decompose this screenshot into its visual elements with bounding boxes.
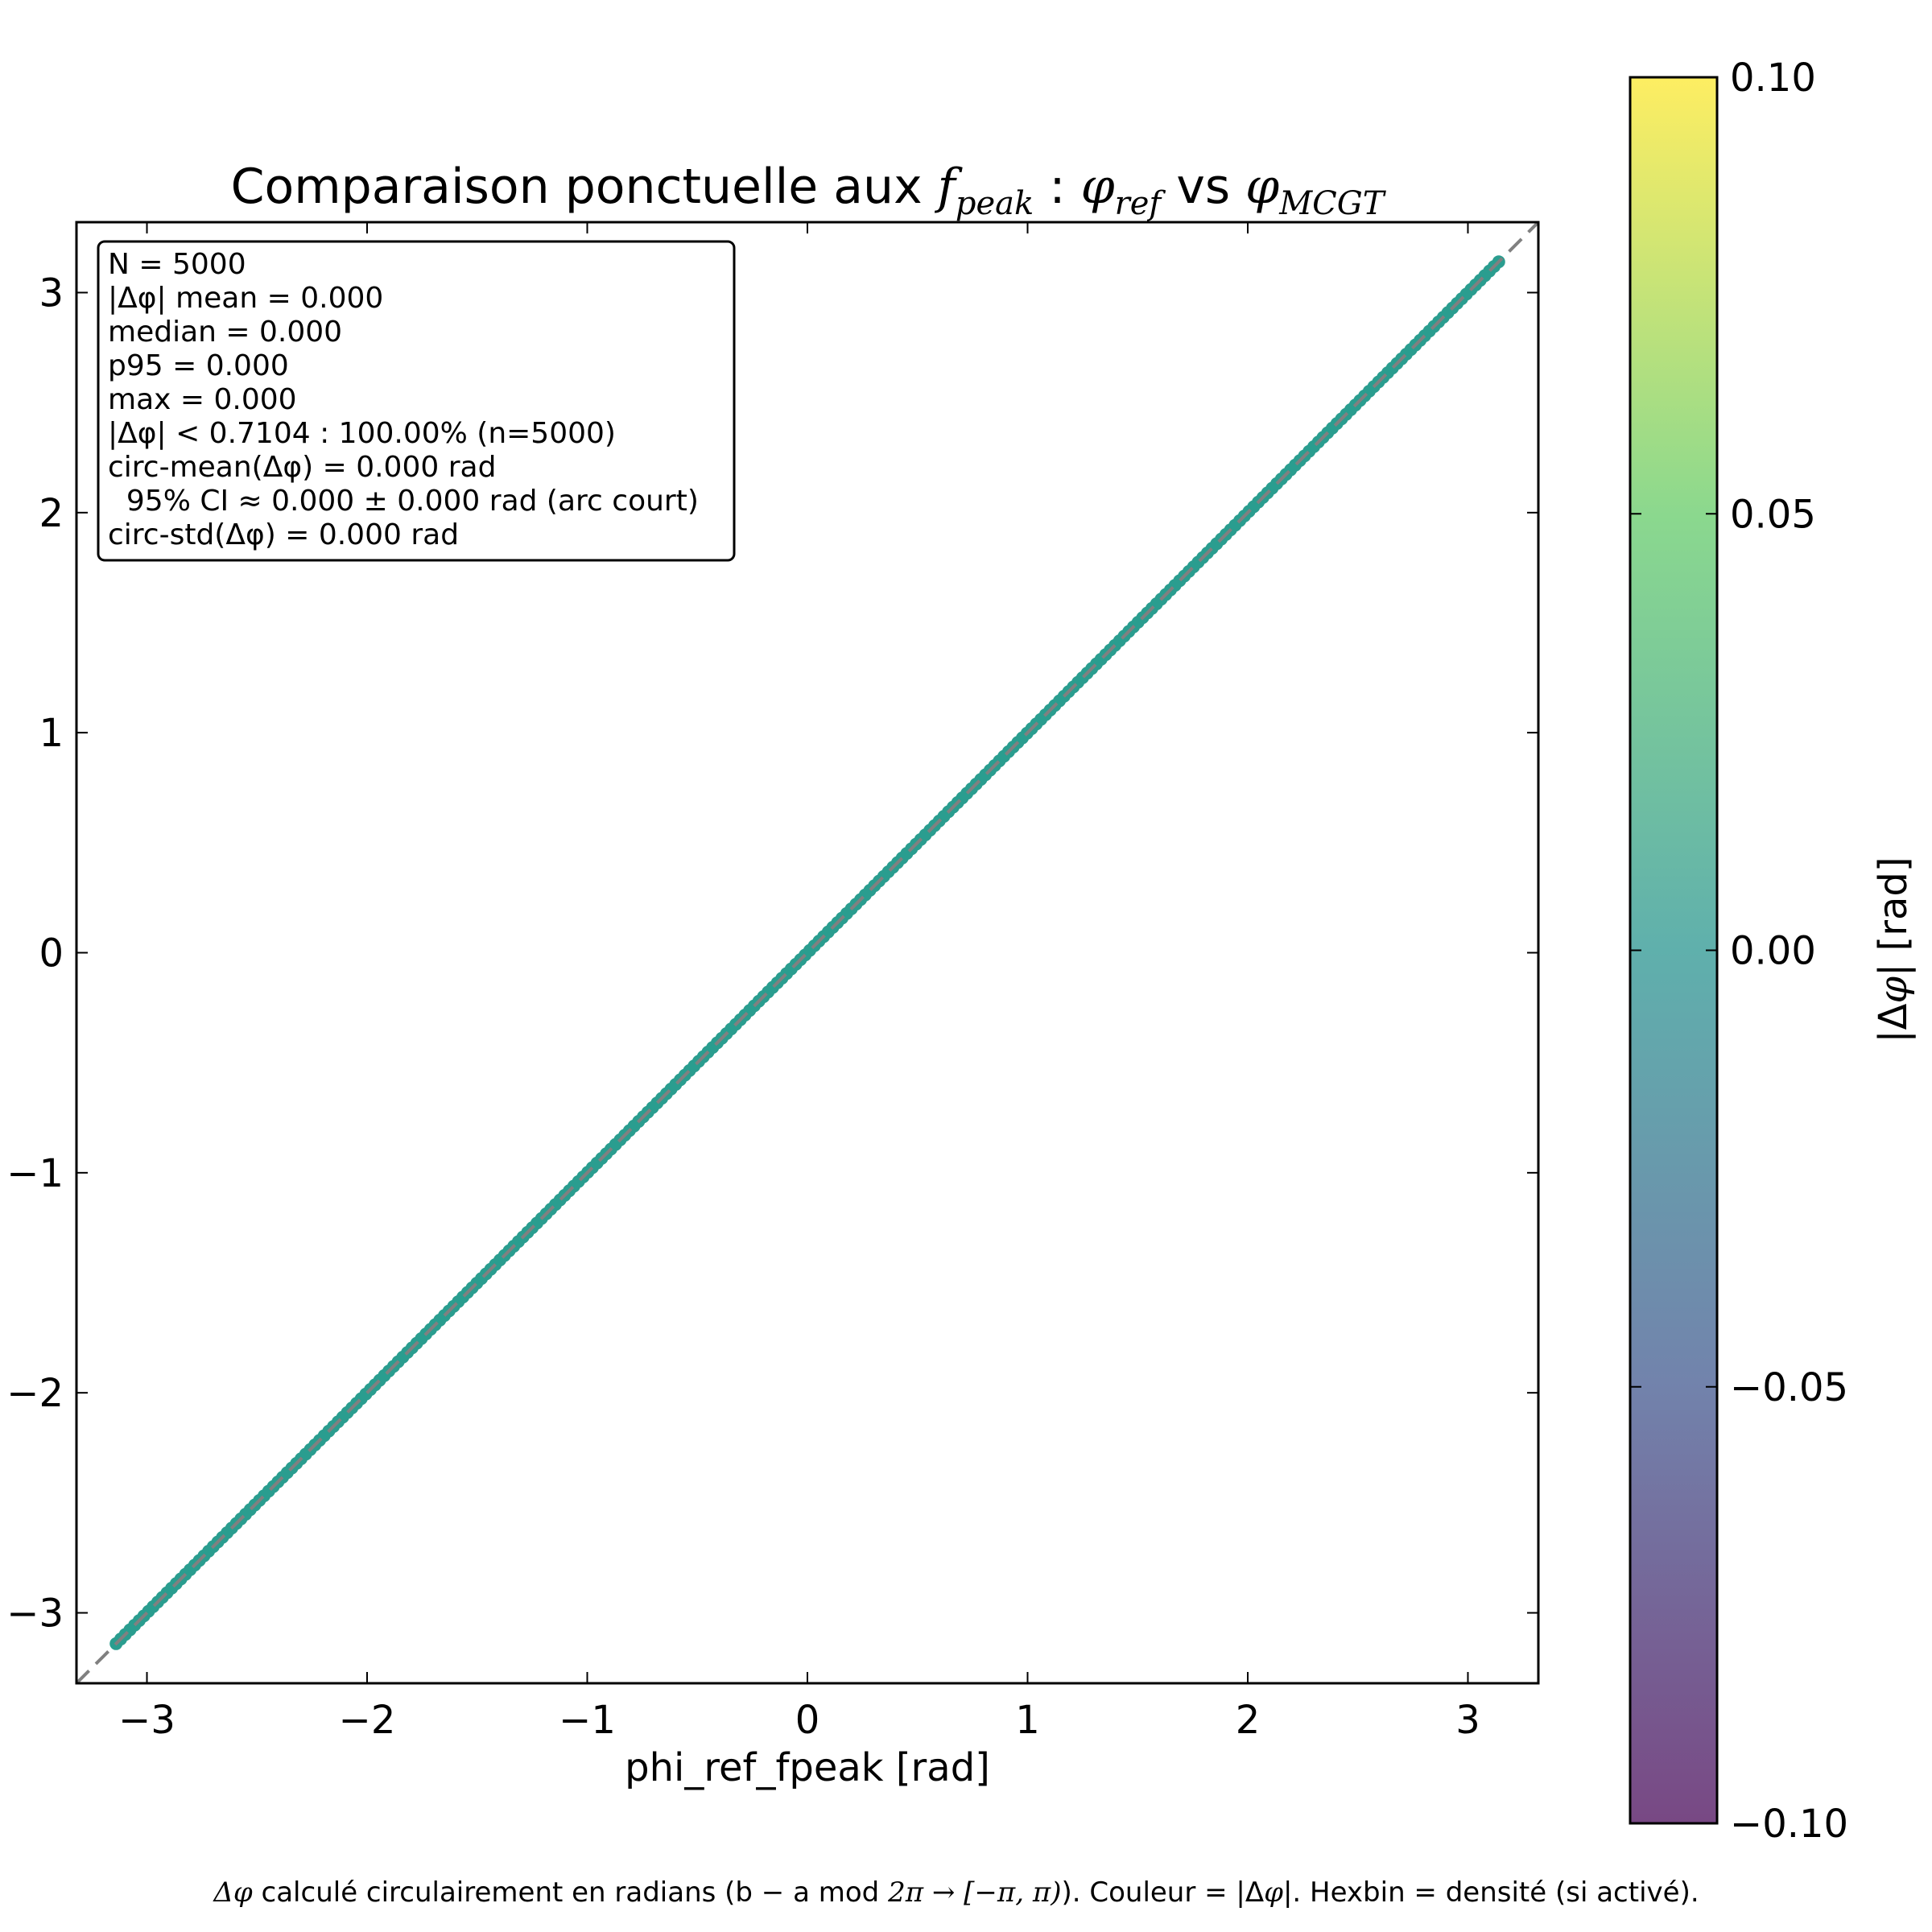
footnote: Δφ calculé circulairement en radians (b … — [212, 1876, 1699, 1909]
colorbar-tick-label: −0.10 — [1730, 1802, 1848, 1847]
stats-line: max = 0.000 — [108, 383, 297, 416]
y-tick-label: 0 — [39, 931, 64, 976]
y-tick-label: −1 — [6, 1151, 64, 1196]
reference-line — [76, 222, 1538, 1683]
x-tick-label: 1 — [1015, 1698, 1040, 1743]
stats-line: circ-std(Δφ) = 0.000 rad — [108, 518, 459, 551]
x-tick-label: −2 — [339, 1698, 396, 1743]
stats-line: N = 5000 — [108, 248, 246, 281]
stats-line: median = 0.000 — [108, 316, 342, 349]
colorbar-tick-label: 0.00 — [1730, 929, 1816, 974]
stats-line: |Δφ| mean = 0.000 — [108, 282, 383, 315]
x-tick-label: 3 — [1455, 1698, 1480, 1743]
x-tick-label: 0 — [795, 1698, 820, 1743]
y-tick-label: −3 — [6, 1591, 64, 1637]
colorbar-tick-label: 0.10 — [1730, 56, 1816, 101]
stats-line: circ-mean(Δφ) = 0.000 rad — [108, 451, 496, 484]
colorbar: 0.10 0.05 0.00 −0.05 −0.10 |Δφ| [rad] — [1629, 56, 1916, 1847]
stats-line: |Δφ| < 0.7104 : 100.00% (n=5000) — [108, 417, 616, 450]
colorbar-gradient — [1630, 77, 1717, 1823]
x-tick-label: −3 — [118, 1698, 175, 1743]
y-tick-label: 2 — [39, 491, 64, 536]
x-tick-label: −1 — [559, 1698, 616, 1743]
stats-line: p95 = 0.000 — [108, 349, 289, 382]
stats-box-frame — [97, 240, 736, 562]
chart-title: Comparaison ponctuelle aux fpeak : φref … — [231, 159, 1387, 222]
colorbar-label: |Δφ| [rad] — [1871, 857, 1916, 1042]
y-tick-label: 1 — [39, 711, 64, 756]
stats-line: 95% CI ≈ 0.000 ± 0.000 rad (arc court) — [108, 485, 699, 518]
x-axis-label: phi_ref_fpeak [rad] — [625, 1745, 990, 1790]
y-tick-label: 3 — [39, 270, 64, 316]
colorbar-tick-label: 0.05 — [1730, 492, 1816, 537]
x-tick-label: 2 — [1236, 1698, 1261, 1743]
plot-area: −3 −2 −1 0 1 2 3 −3 −2 −1 0 1 2 3 — [6, 221, 1540, 1743]
y-tick-label: −2 — [6, 1371, 64, 1416]
colorbar-tick-label: −0.05 — [1730, 1365, 1848, 1410]
